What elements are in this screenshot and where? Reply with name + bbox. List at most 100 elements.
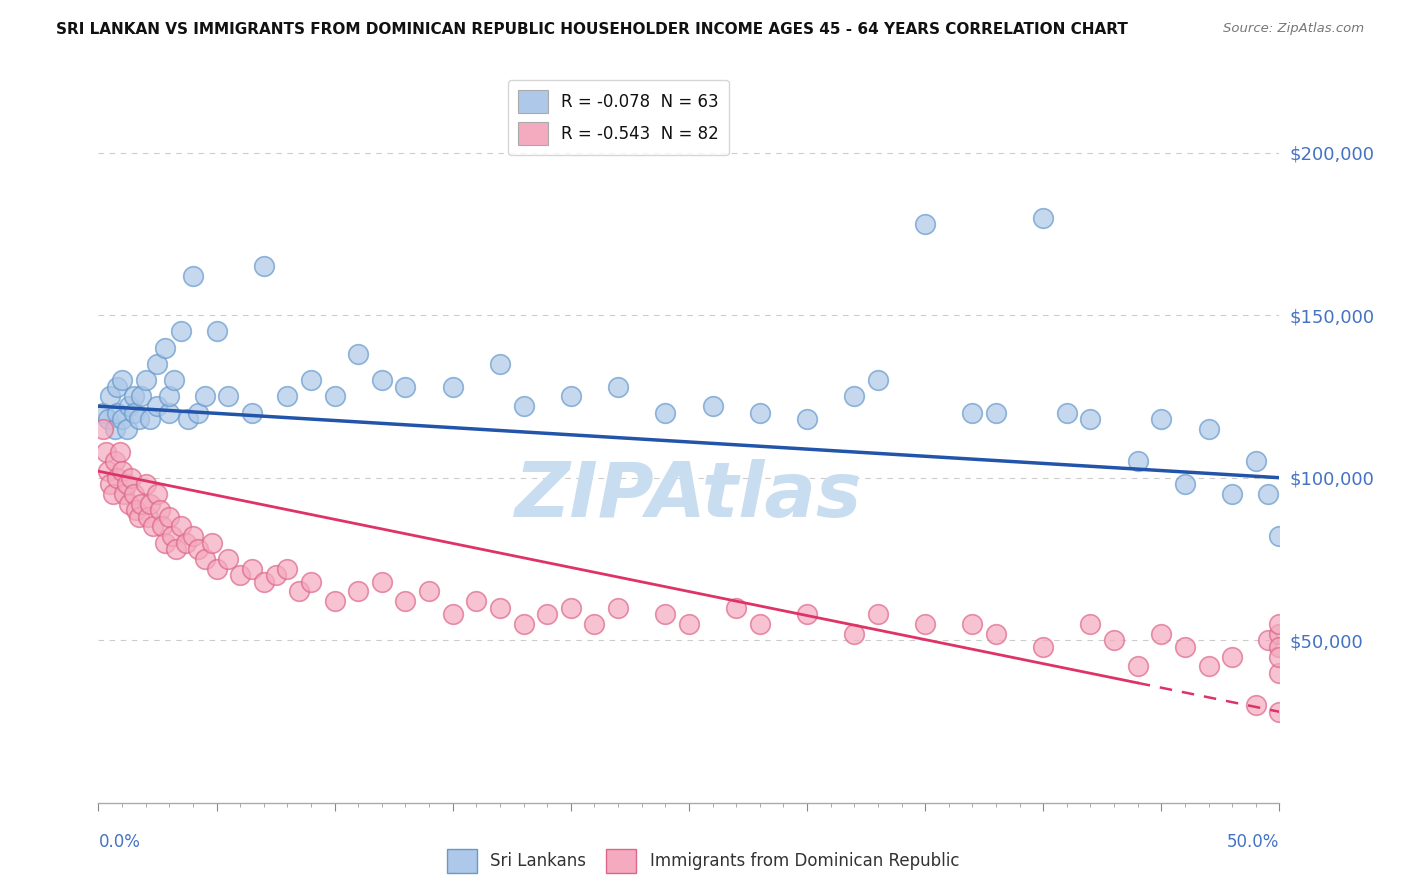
Point (94, 444, 117, 458)
Point (129, 389, 152, 403)
Point (1102, 633, 1125, 648)
Point (128, 509, 150, 524)
Point (157, 406, 180, 420)
Point (607, 600, 630, 615)
Point (115, 422, 138, 436)
Point (129, 497, 152, 511)
Text: ZIPAtlas: ZIPAtlas (515, 458, 863, 533)
Point (121, 471, 143, 485)
Point (1080, 412, 1102, 426)
Point (1257, 487, 1279, 501)
Point (276, 389, 298, 403)
Point (1268, 626, 1291, 640)
Point (122, 389, 145, 403)
Point (205, 325, 228, 339)
Point (984, 626, 1007, 640)
Point (512, 617, 534, 632)
Point (489, 357, 512, 371)
Point (323, 594, 346, 608)
Point (105, 406, 128, 420)
Point (160, 529, 183, 543)
Point (748, 406, 770, 420)
Point (441, 607, 464, 622)
Legend: Sri Lankans, Immigrants from Dominican Republic: Sri Lankans, Immigrants from Dominican R… (440, 842, 966, 880)
Point (1220, 649, 1243, 664)
Point (1080, 617, 1102, 632)
Point (866, 607, 889, 622)
Point (142, 519, 165, 533)
Point (146, 487, 169, 501)
Point (139, 412, 162, 426)
Point (136, 509, 159, 524)
Point (139, 497, 162, 511)
Point (1257, 633, 1279, 648)
Point (299, 373, 322, 387)
Point (914, 217, 936, 231)
Point (97, 412, 120, 426)
Point (122, 487, 145, 501)
Point (157, 389, 180, 403)
Point (111, 464, 134, 478)
Point (748, 617, 770, 632)
Point (1268, 649, 1291, 664)
Point (240, 562, 263, 576)
Point (217, 389, 239, 403)
Point (512, 399, 534, 413)
Point (101, 487, 124, 501)
Point (914, 617, 936, 632)
Point (1126, 659, 1149, 673)
Point (201, 535, 224, 549)
Point (796, 412, 818, 426)
Point (170, 325, 193, 339)
Point (1220, 487, 1243, 501)
Point (111, 412, 134, 426)
Text: Source: ZipAtlas.com: Source: ZipAtlas.com (1223, 22, 1364, 36)
Point (187, 542, 209, 557)
Point (98, 389, 121, 403)
Point (1174, 640, 1197, 654)
Point (347, 584, 370, 599)
Point (194, 552, 217, 566)
Point (1268, 529, 1291, 543)
Point (240, 406, 263, 420)
Point (108, 444, 131, 458)
Point (654, 406, 676, 420)
Point (187, 406, 209, 420)
Point (115, 477, 138, 491)
Point (323, 389, 346, 403)
Point (844, 389, 866, 403)
Legend: R = -0.078  N = 63, R = -0.543  N = 82: R = -0.078 N = 63, R = -0.543 N = 82 (508, 79, 728, 155)
Point (181, 269, 204, 284)
Point (174, 535, 197, 549)
Point (1198, 422, 1220, 436)
Point (177, 412, 200, 426)
Point (725, 600, 748, 615)
Point (98, 477, 121, 491)
Point (1244, 698, 1267, 713)
Point (1056, 406, 1078, 420)
Point (91, 422, 114, 436)
Point (678, 617, 700, 632)
Point (371, 373, 394, 387)
Point (112, 487, 135, 501)
Point (165, 542, 187, 557)
Point (1268, 665, 1291, 680)
Point (104, 454, 127, 468)
Point (441, 380, 464, 394)
Point (149, 503, 172, 517)
Point (104, 422, 127, 436)
Point (1268, 617, 1291, 632)
Point (105, 471, 128, 485)
Point (1150, 626, 1173, 640)
Point (1150, 412, 1173, 426)
Point (394, 594, 416, 608)
Point (276, 562, 298, 576)
Point (796, 607, 818, 622)
Point (1032, 640, 1054, 654)
Point (91, 406, 114, 420)
Point (962, 617, 984, 632)
Point (536, 607, 558, 622)
Point (560, 600, 582, 615)
Point (1174, 477, 1197, 491)
Point (163, 373, 186, 387)
